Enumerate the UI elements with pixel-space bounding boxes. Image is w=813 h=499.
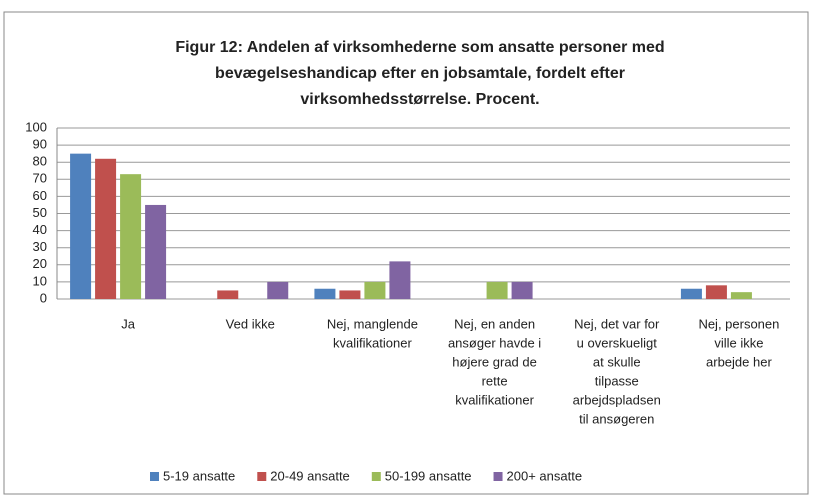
legend-label: 200+ ansatte (507, 468, 583, 483)
legend-swatch (371, 472, 381, 481)
y-tick-label: 70 (33, 171, 47, 186)
bar (120, 174, 142, 299)
bar (70, 153, 92, 299)
bar (680, 288, 702, 299)
legend-swatch (257, 472, 267, 481)
x-tick-label: Nej, manglende (327, 316, 418, 331)
legend-label: 50-199 ansatte (385, 468, 472, 483)
legend-label: 5-19 ansatte (163, 468, 235, 483)
x-tick-label: højere grad de (452, 354, 537, 369)
chart-title: bevægelseshandicap efter en jobsamtale, … (215, 65, 625, 82)
bar (364, 281, 386, 299)
legend-swatch (493, 472, 503, 481)
x-tick-label: Nej, personen (698, 316, 779, 331)
y-tick-label: 10 (33, 273, 47, 288)
x-tick-label: Ja (121, 316, 136, 331)
x-tick-label: at skulle (593, 354, 641, 369)
bar (339, 290, 361, 299)
bar (145, 204, 167, 299)
bar (314, 288, 336, 299)
y-tick-label: 90 (33, 137, 47, 152)
x-tick-label: arbejde her (706, 354, 772, 369)
x-tick-label: kvalifikationer (333, 335, 412, 350)
y-tick-label: 30 (33, 239, 47, 254)
y-tick-label: 40 (33, 222, 47, 237)
x-tick-label: ansøger havde i (448, 335, 541, 350)
y-tick-label: 60 (33, 188, 47, 203)
bar (705, 285, 727, 299)
y-tick-label: 80 (33, 154, 47, 169)
chart-title: virksomhedsstørrelse. Procent. (300, 91, 539, 108)
x-tick-label: Ved ikke (226, 316, 275, 331)
y-tick-label: 20 (33, 256, 47, 271)
x-tick-label: arbejdspladsen (573, 392, 661, 407)
x-tick-label: ville ikke (714, 335, 763, 350)
x-tick-label: Nej, det var for (574, 316, 660, 331)
bar (511, 281, 533, 299)
y-tick-label: 100 (25, 119, 47, 134)
x-tick-label: u overskueligt (577, 335, 658, 350)
legend-swatch (150, 472, 159, 481)
bar (95, 158, 117, 299)
y-tick-label: 50 (33, 205, 47, 220)
x-tick-label: til ansøgeren (579, 411, 654, 426)
bar (486, 281, 508, 299)
bar (267, 281, 289, 299)
chart-title: Figur 12: Andelen af virksomhederne som … (175, 39, 664, 56)
bar (217, 290, 239, 299)
x-tick-label: tilpasse (595, 373, 639, 388)
bar (389, 261, 411, 299)
bar (730, 292, 752, 299)
x-tick-label: Nej, en anden (454, 316, 535, 331)
x-tick-label: kvalifikationer (455, 392, 534, 407)
y-tick-label: 0 (40, 290, 47, 305)
x-tick-label: rette (482, 373, 508, 388)
legend-label: 20-49 ansatte (270, 468, 350, 483)
